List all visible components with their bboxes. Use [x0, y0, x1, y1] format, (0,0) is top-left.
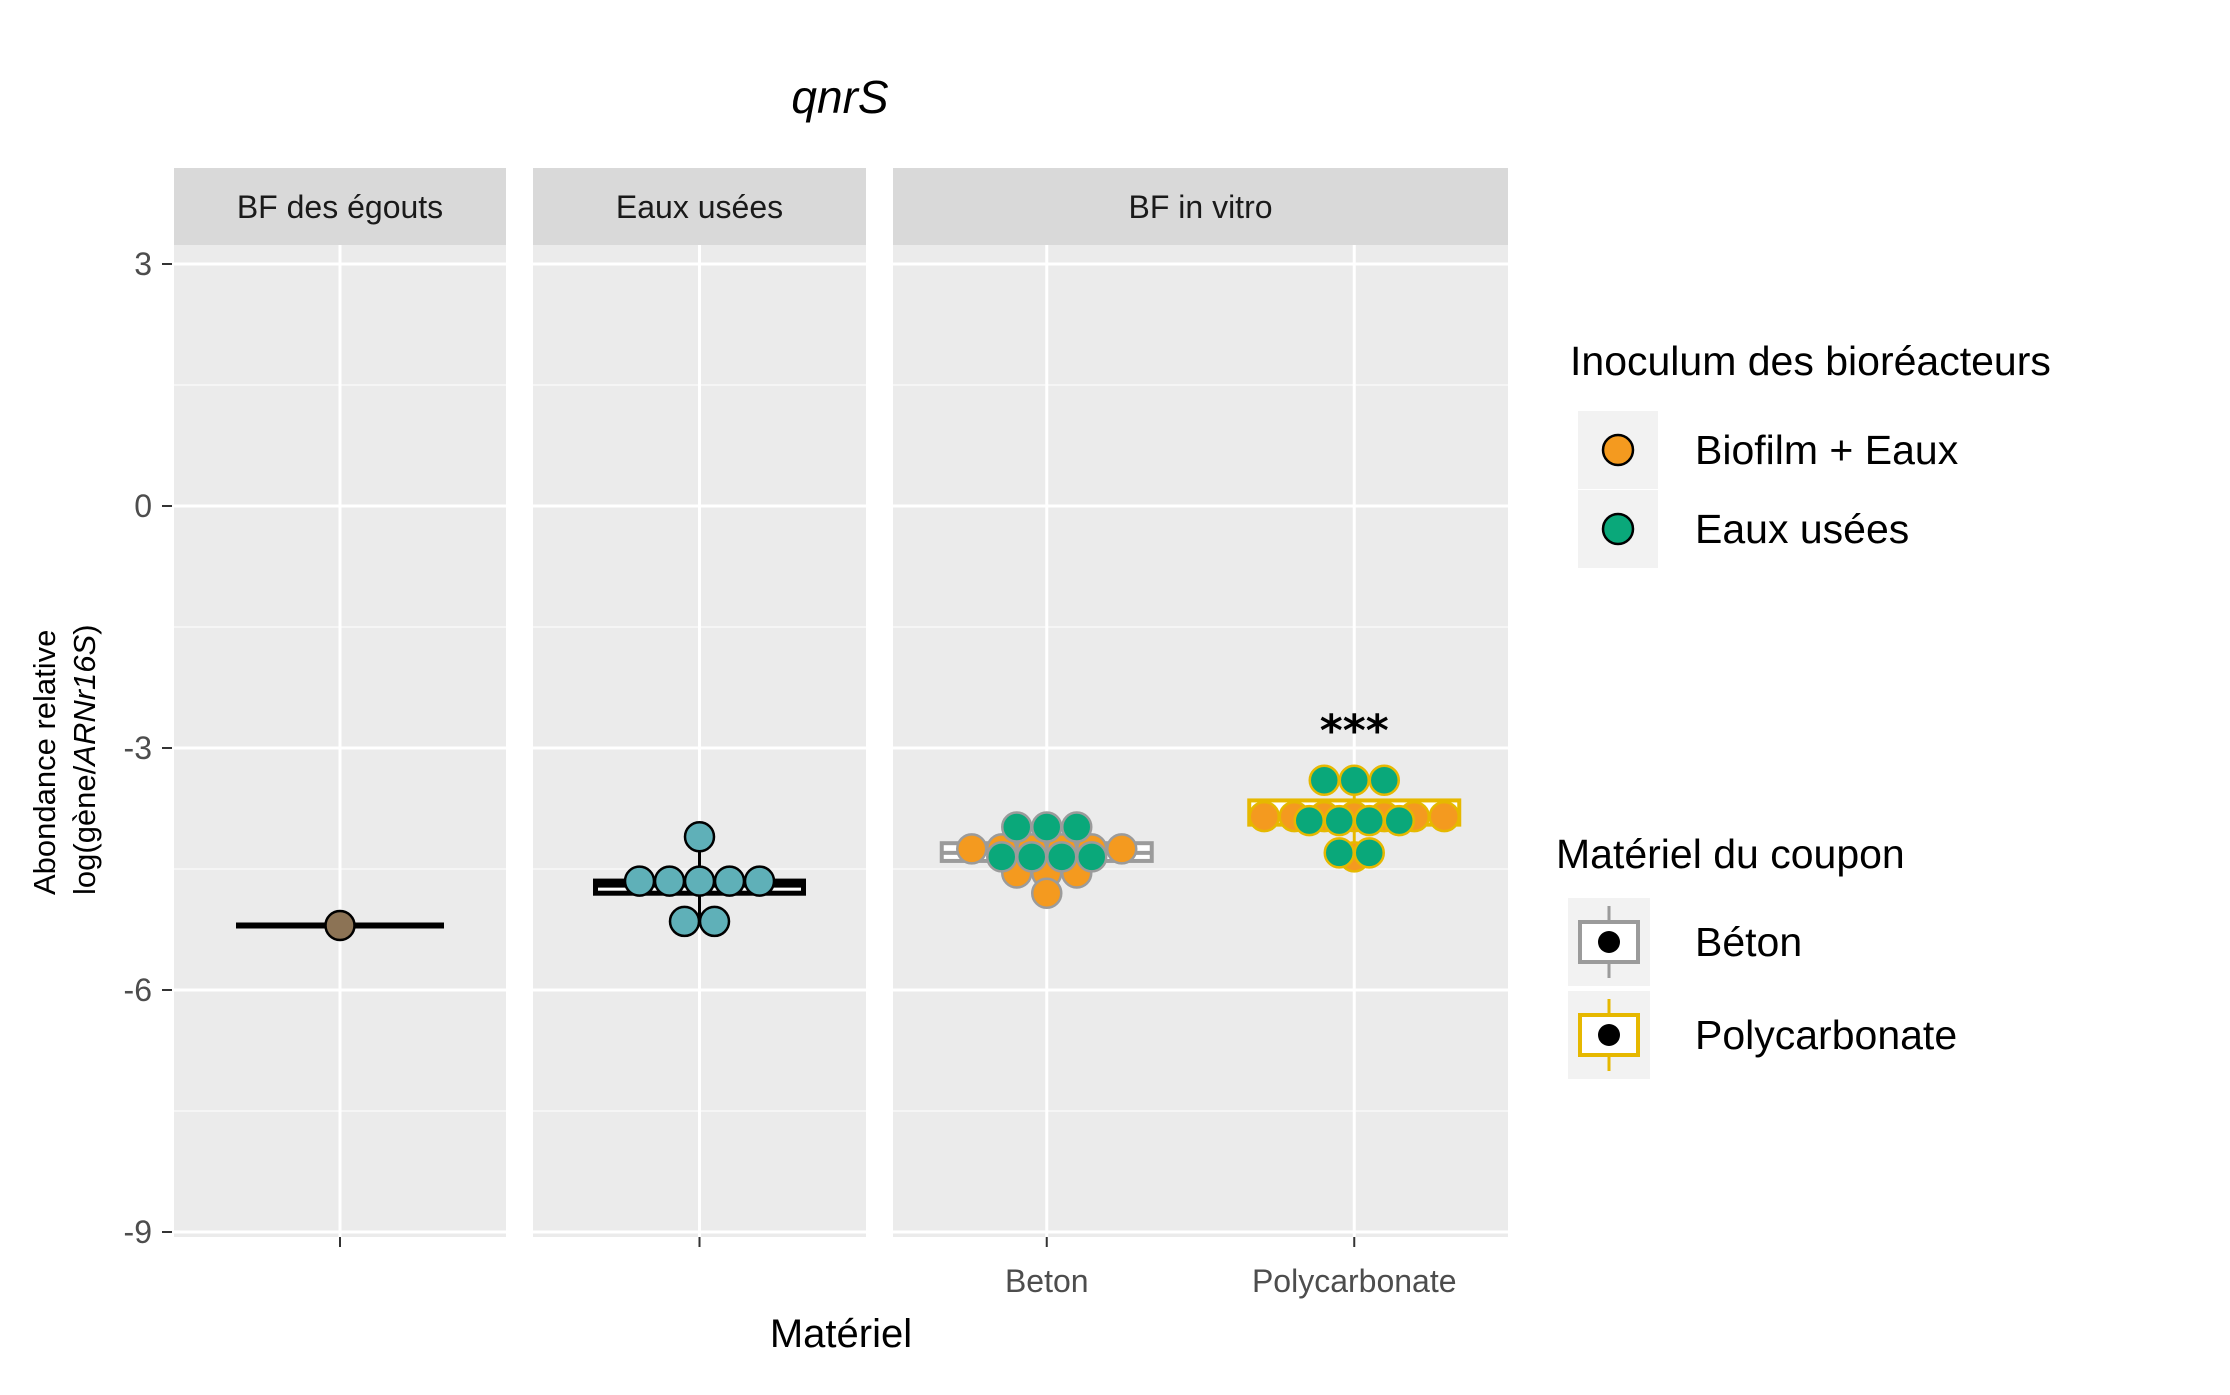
facet-1: BF des égouts — [174, 168, 506, 1247]
x-tick-label: Polycarbonate — [1252, 1263, 1457, 1299]
data-point — [653, 865, 686, 897]
panel-background — [893, 245, 1508, 1237]
legend-key-point — [1601, 512, 1635, 546]
legend-item-label: Eaux usées — [1695, 506, 1909, 552]
data-point — [1031, 877, 1063, 909]
data-point — [1016, 841, 1048, 873]
data-point — [683, 820, 716, 853]
legend-material: Matériel du coupon Béton Polycarbonate — [1556, 831, 1957, 1079]
data-point — [1248, 800, 1280, 833]
y-tick-label: -6 — [124, 972, 152, 1008]
data-point — [1308, 764, 1340, 797]
data-point — [1001, 811, 1033, 843]
strip-background — [533, 168, 866, 245]
data-point — [1323, 804, 1355, 837]
data-point — [1046, 841, 1078, 873]
y-axis-title: Abondance relative log(gène/ARNr16S) — [27, 624, 102, 895]
x-tick-label: Beton — [1005, 1263, 1089, 1299]
x-axis-title: Matériel — [770, 1312, 912, 1356]
data-point — [1323, 837, 1355, 869]
data-point — [1353, 804, 1385, 837]
data-point — [1353, 837, 1385, 869]
data-point — [623, 865, 656, 897]
data-point — [1031, 811, 1063, 843]
facet-2: Eaux usées — [533, 168, 866, 1247]
data-point — [1428, 800, 1460, 833]
data-point — [743, 865, 776, 897]
facet-panels: BF des égouts Eaux usées BF in vitro Beton P… — [174, 168, 1508, 1299]
y-tick-label: -9 — [124, 1214, 152, 1250]
y-axis-title-line2: log(gène/ARNr16S) — [67, 624, 102, 895]
strip-label: BF des égouts — [237, 189, 443, 225]
legend-inoculum-title: Inoculum des bioréacteurs — [1570, 338, 2051, 384]
data-point — [668, 905, 701, 938]
y-axis: 3 0 -3 -6 -9 — [124, 246, 172, 1250]
data-point — [1293, 804, 1325, 837]
data-point — [986, 841, 1018, 873]
strip-background — [174, 168, 506, 245]
data-point — [956, 833, 988, 865]
data-point — [683, 865, 716, 897]
legend-key-point — [1598, 1024, 1620, 1046]
legend-inoculum: Inoculum des bioréacteurs Biofilm + Eaux E… — [1570, 338, 2051, 568]
data-point — [1106, 833, 1138, 865]
strip-background — [893, 168, 1508, 245]
facet-3: BF in vitro Beton Polycarbonate *** — [893, 168, 1508, 1299]
strip-label: BF in vitro — [1128, 189, 1272, 225]
y-tick-label: -3 — [124, 730, 152, 766]
legend-key-point — [1601, 433, 1635, 467]
y-tick-label: 3 — [134, 246, 152, 282]
y-tick-label: 0 — [134, 488, 152, 524]
data-point — [1368, 764, 1400, 797]
data-point — [1061, 811, 1093, 843]
legend-material-title: Matériel du coupon — [1556, 831, 1905, 877]
data-point — [1338, 764, 1370, 797]
legend-item-label: Polycarbonate — [1695, 1012, 1957, 1058]
y-axis-title-suffix: ) — [67, 624, 102, 634]
data-point — [1383, 804, 1415, 837]
legend-key-point — [1598, 931, 1620, 953]
y-axis-title-line1: Abondance relative — [27, 630, 62, 895]
chart-title: qnrS — [791, 71, 888, 123]
data-point — [1076, 841, 1108, 873]
data-point — [713, 865, 746, 897]
y-axis-title-italic: ARNr16S — [67, 634, 102, 767]
legend-item-label: Béton — [1695, 919, 1802, 965]
data-point — [698, 905, 731, 938]
legend-item-label: Biofilm + Eaux — [1695, 427, 1959, 473]
significance-annotation: *** — [1320, 706, 1389, 757]
strip-label: Eaux usées — [616, 189, 783, 225]
data-point — [324, 909, 356, 942]
y-axis-title-prefix: log(gène/ — [67, 765, 102, 895]
